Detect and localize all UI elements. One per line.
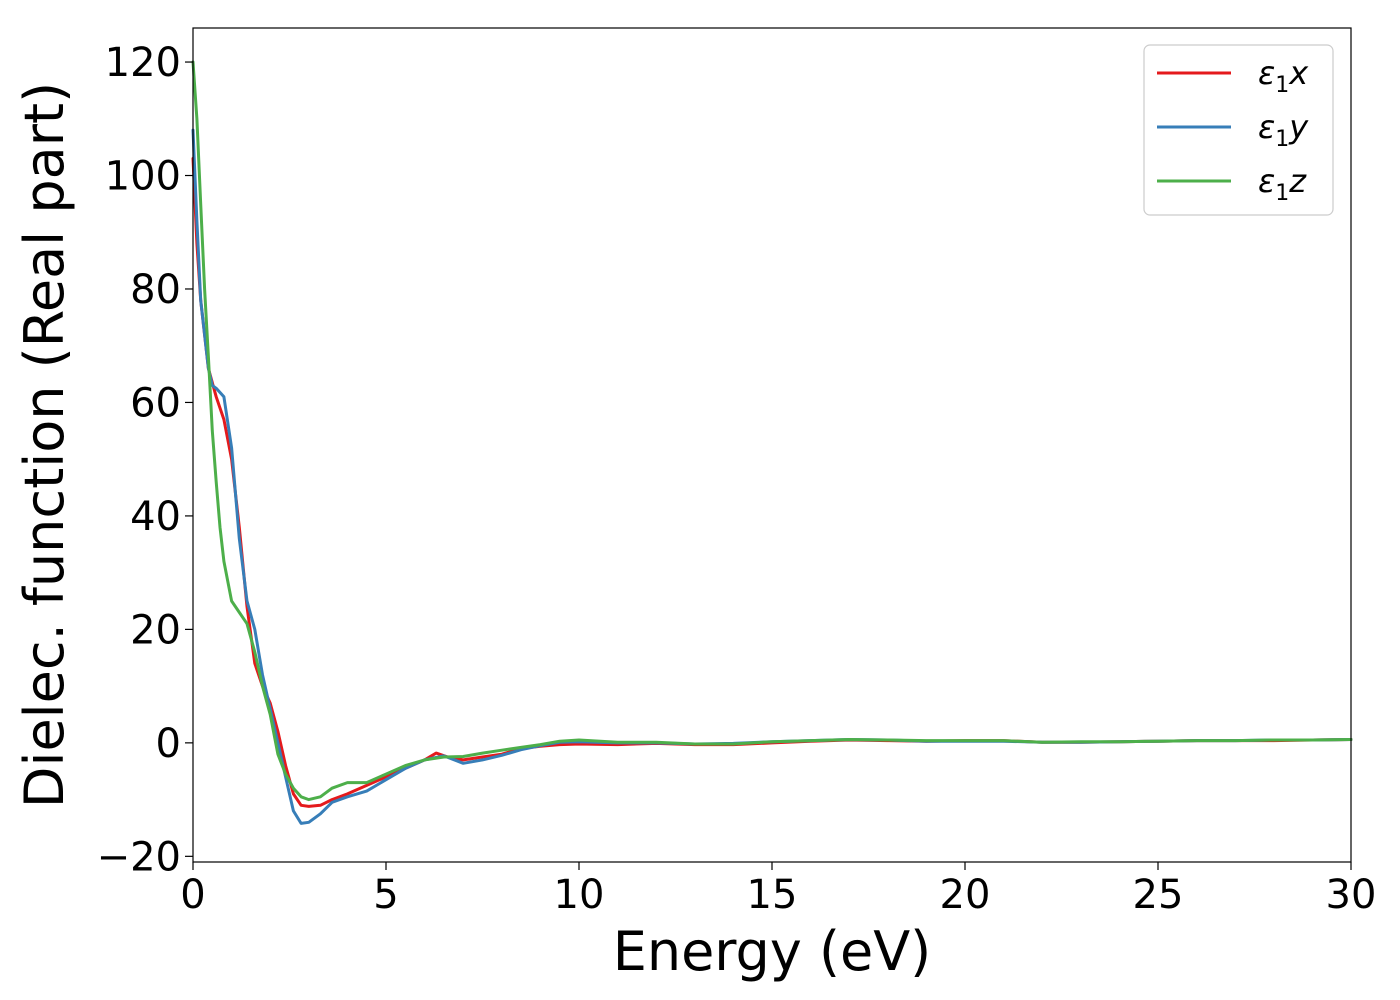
- y-tick-label: −20: [97, 834, 181, 880]
- x-axis: 0 5 10 15 20 25 30: [180, 862, 1376, 918]
- legend-label-y: ε1y: [1258, 108, 1309, 152]
- series-lines: [191, 60, 1353, 825]
- series-line-z: [191, 60, 1353, 802]
- y-tick-label: 20: [130, 607, 181, 653]
- y-axis-title: Dielec. function (Real part): [13, 82, 76, 808]
- legend-box: [1143, 44, 1334, 216]
- y-tick-label: 0: [156, 721, 181, 767]
- y-tick-label: 100: [105, 154, 181, 200]
- y-tick-label: 80: [130, 267, 181, 313]
- y-axis: −20 0 20 40 60 80 100 120: [97, 40, 193, 880]
- legend: ε1x ε1y ε1z: [1143, 44, 1334, 216]
- x-tick-label: 0: [180, 872, 205, 918]
- legend-label-x: ε1x: [1258, 54, 1309, 98]
- x-axis-title: Energy (eV): [613, 920, 932, 983]
- y-tick-label: 60: [130, 380, 181, 426]
- x-tick-label: 20: [940, 872, 991, 918]
- x-tick-label: 30: [1326, 872, 1377, 918]
- x-tick-label: 25: [1133, 872, 1184, 918]
- x-tick-label: 10: [554, 872, 605, 918]
- legend-label-z: ε1z: [1258, 162, 1307, 206]
- x-tick-label: 15: [747, 872, 798, 918]
- x-tick-label: 5: [373, 872, 398, 918]
- y-tick-label: 40: [130, 494, 181, 540]
- y-tick-label: 120: [105, 40, 181, 86]
